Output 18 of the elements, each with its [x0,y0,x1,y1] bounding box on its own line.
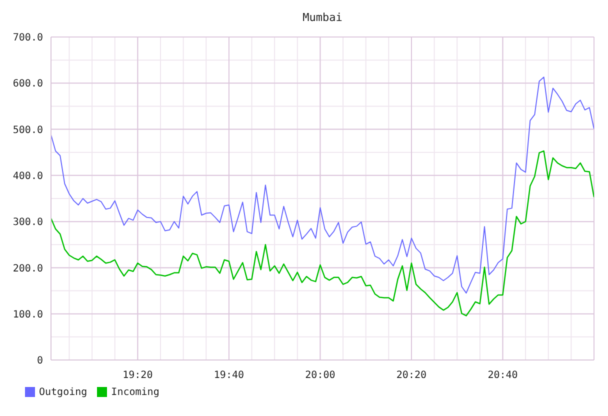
y-tick-label: 100.0 [12,309,43,320]
x-tick-label: 20:40 [488,370,518,382]
y-tick-label: 300.0 [12,217,43,228]
line-series [51,150,594,316]
x-tick-label: 20:00 [305,370,336,382]
x-tick-label: 20:20 [396,370,427,382]
legend-label: Outgoing [39,387,88,398]
y-tick-label: 400.0 [12,170,43,182]
y-tick-label: 500.0 [12,124,43,136]
line-series [51,76,594,294]
y-tick-label: 200.0 [12,263,43,274]
y-tick-label: 600.0 [12,78,43,90]
x-tick-label: 19:40 [214,370,244,382]
x-tick-label: 19:20 [122,370,153,382]
legend-label: Incoming [111,387,160,398]
chart-title: Mumbai [302,11,344,25]
y-tick-label: 0 [36,356,43,367]
y-tick-label: 700.0 [12,32,43,44]
